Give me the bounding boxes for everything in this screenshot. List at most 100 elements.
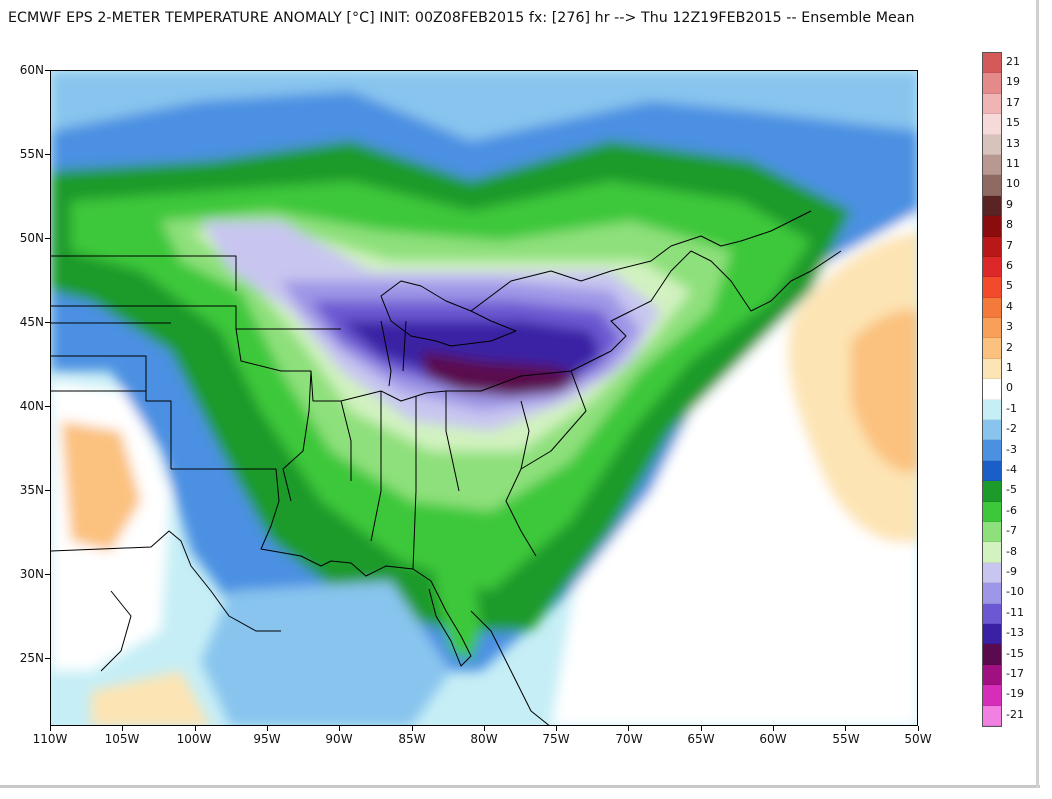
legend-label: 15 [1006,116,1020,130]
lon-tick [917,726,919,731]
legend-swatch [983,562,1001,584]
lon-label-105w: 105W [104,732,140,746]
lat-label-55n: 55N [19,147,44,161]
legend-swatch [983,542,1001,563]
legend-label: 3 [1006,320,1013,334]
lat-label-30n: 30N [19,567,44,581]
map-title: ECMWF EPS 2-METER TEMPERATURE ANOMALY [°… [8,10,915,26]
legend-swatch [983,338,1001,359]
lon-label-80w: 80W [470,732,498,746]
legend-label: 4 [1006,299,1013,313]
lat-tick [45,70,50,71]
legend-label: -10 [1006,585,1024,599]
legend-label: -9 [1006,565,1017,578]
legend-swatch [983,705,1001,726]
lon-label-85w: 85W [398,732,426,746]
legend-label: 21 [1006,55,1020,68]
legend-label: -3 [1006,442,1017,456]
lon-label-75w: 75W [542,732,570,746]
lon-tick [50,726,51,731]
lat-label-25n: 25N [19,651,44,665]
legend-swatch [983,73,1001,94]
lon-label-90w: 90W [325,732,353,746]
legend-swatch [983,583,1001,604]
legend-label: -2 [1006,422,1017,436]
lon-label-50w: 50W [904,732,932,746]
legend-label: 1 [1006,361,1013,374]
anomaly-field [51,71,917,725]
legend-swatch [983,685,1001,706]
lat-tick [45,406,50,407]
legend-swatch [983,256,1001,278]
lon-label-100w: 100W [176,732,212,746]
legend-swatch [983,644,1001,665]
lon-tick [628,726,630,731]
legend-label: -11 [1006,605,1024,619]
lon-tick [122,726,124,731]
legend-label: 0 [1006,381,1013,395]
lat-tick [45,238,50,239]
legend-swatch [983,481,1001,502]
lat-label-50n: 50N [19,231,44,245]
lon-tick [556,726,558,731]
legend-swatch [983,358,1001,380]
lat-label-45n: 45N [19,315,44,329]
lat-tick [45,154,50,155]
lon-label-60w: 60W [759,732,787,746]
lon-label-55w: 55W [832,732,860,746]
legend-label: 13 [1006,136,1020,150]
lat-tick [45,322,50,323]
lon-tick [845,726,847,731]
legend-swatch [983,664,1001,686]
legend-label: 5 [1006,279,1013,293]
legend-swatch [983,399,1001,421]
lat-label-35n: 35N [19,483,44,497]
lon-tick [700,726,702,731]
lon-tick [266,726,268,731]
lat-label-40n: 40N [19,399,44,413]
legend-label: -8 [1006,544,1017,558]
legend-label: 2 [1006,340,1013,354]
legend-swatch [983,623,1001,645]
legend-swatch [983,154,1001,176]
legend-label: -13 [1006,626,1024,640]
legend-swatch [983,501,1001,522]
lon-tick [194,726,196,731]
legend-label: -6 [1006,503,1017,517]
color-legend [982,52,1002,727]
coastline-outlines [51,210,842,725]
legend-swatch [983,216,1001,237]
legend-swatch [983,379,1001,400]
legend-swatch [983,93,1001,115]
legend-label: -5 [1006,483,1017,497]
legend-label: -7 [1006,524,1017,538]
legend-swatch [983,440,1001,461]
legend-swatch [983,297,1001,319]
legend-label: 19 [1006,75,1020,89]
lon-label-95w: 95W [253,732,281,746]
legend-swatch [983,114,1001,135]
lon-label-70w: 70W [615,732,643,746]
legend-label: -15 [1006,646,1024,660]
lon-label-110w: 110W [32,732,68,746]
lon-tick [773,726,774,731]
lat-tick [45,490,50,491]
legend-swatch [983,603,1001,624]
temperature-anomaly-map [50,70,918,726]
lon-tick [339,726,341,731]
legend-label: -4 [1006,463,1017,476]
lat-tick [45,574,50,575]
lon-tick [483,726,485,731]
lon-tick [411,726,413,731]
legend-label: 7 [1006,238,1013,252]
legend-label: 10 [1006,177,1020,191]
lon-label-65w: 65W [687,732,715,746]
legend-label: 9 [1006,197,1013,211]
legend-swatch [983,318,1001,339]
legend-label: 17 [1006,95,1020,109]
legend-swatch [983,277,1001,298]
legend-label: 6 [1006,259,1013,272]
legend-swatch [983,521,1001,543]
legend-label: 11 [1006,157,1020,170]
